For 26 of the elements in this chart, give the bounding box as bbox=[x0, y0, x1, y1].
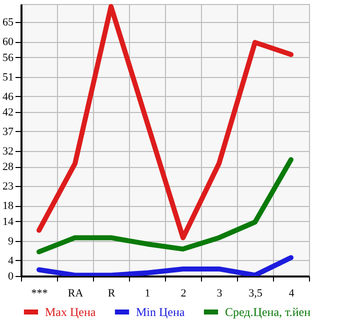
y-tick-label: 56 bbox=[2, 52, 14, 64]
x-tick-label: RA bbox=[68, 288, 84, 300]
y-tick-label: 51 bbox=[2, 71, 14, 84]
y-tick-label: 4 bbox=[8, 254, 14, 267]
y-tick-label: 60 bbox=[2, 36, 14, 48]
x-tick-label: 3,5 bbox=[248, 288, 263, 300]
y-tick-label: 46 bbox=[2, 90, 14, 103]
legend-label: Min Цена bbox=[136, 305, 186, 319]
y-tick-label: 0 bbox=[8, 270, 14, 282]
x-tick-label: 1 bbox=[144, 288, 150, 300]
y-tick-label: 9 bbox=[8, 235, 14, 248]
y-tick-label: 42 bbox=[2, 106, 14, 118]
y-tick-label: 14 bbox=[2, 216, 14, 228]
x-tick-label: 2 bbox=[180, 288, 186, 300]
y-tick-label: 18 bbox=[2, 200, 14, 212]
y-tick-label: 28 bbox=[2, 161, 14, 174]
x-tick-label: R bbox=[108, 288, 116, 300]
y-tick-label: 65 bbox=[2, 16, 14, 29]
legend-label: Max Цена bbox=[45, 305, 96, 319]
legend-label: Сред.Цена, т.йен bbox=[225, 305, 312, 319]
y-tick-label: 37 bbox=[2, 126, 14, 138]
x-tick-label: *** bbox=[31, 288, 48, 300]
y-tick-label: 32 bbox=[2, 146, 14, 158]
x-tick-label: 4 bbox=[288, 288, 295, 300]
x-tick-label: 3 bbox=[216, 288, 223, 300]
y-tick-label: 23 bbox=[2, 180, 14, 193]
